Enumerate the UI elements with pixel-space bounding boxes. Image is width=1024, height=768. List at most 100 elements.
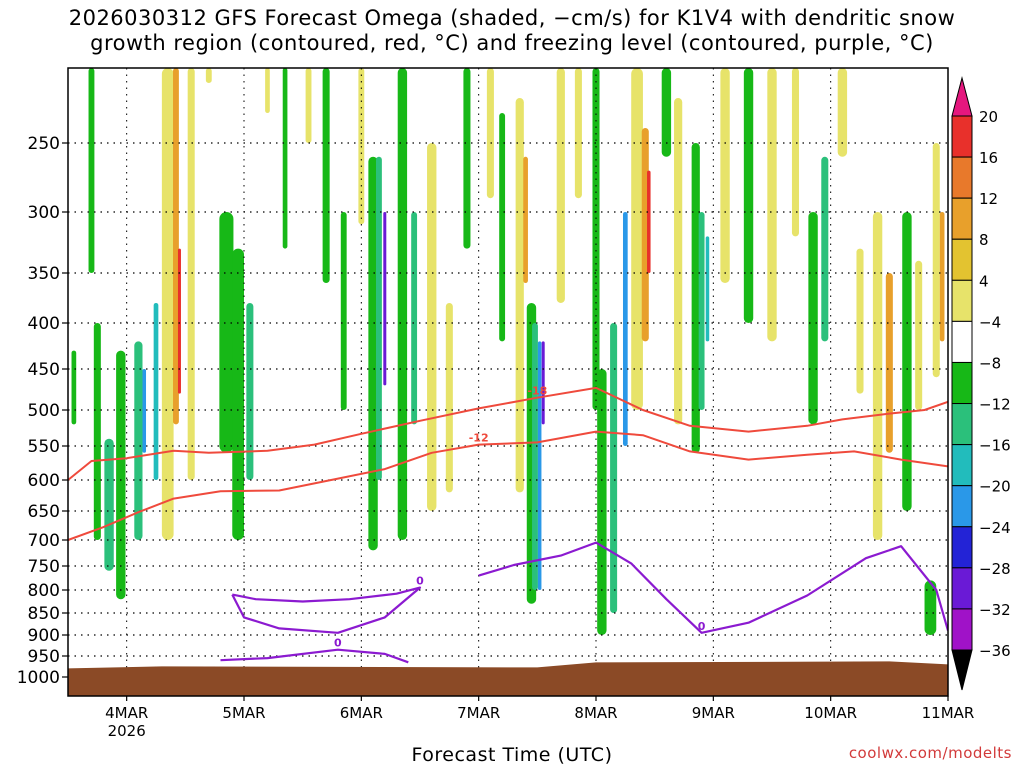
omega-cell [376, 156, 382, 481]
colorbar-label: −28 [979, 560, 1011, 578]
x-year-label: 2026 [108, 722, 146, 740]
omega-cell [537, 341, 542, 590]
omega-cell [924, 580, 937, 635]
x-tick-label: 7MAR [457, 704, 500, 722]
omega-cell [232, 248, 244, 540]
omega-cell [767, 68, 777, 342]
omega-cell [142, 369, 147, 453]
omega-cell [368, 156, 378, 551]
omega-cell [173, 68, 179, 425]
omega-cell [705, 236, 710, 342]
omega-cell [523, 156, 528, 283]
x-tick-label: 8MAR [574, 704, 617, 722]
omega-cell [305, 68, 312, 143]
omega-cell [177, 248, 181, 394]
omega-cell [872, 212, 883, 540]
colorbar-label: −8 [979, 354, 1001, 372]
colorbar-label: −16 [979, 437, 1011, 455]
contour-label: 0 [698, 620, 706, 633]
colorbar-segment [951, 156, 973, 199]
contour-label: -18 [527, 385, 547, 398]
colorbar-bottom-arrow [951, 649, 973, 691]
plot-frame [67, 67, 949, 697]
omega-cell [187, 68, 195, 480]
y-tick-label: 900 [28, 626, 60, 646]
omega-cell [532, 323, 538, 590]
omega-cell [383, 212, 387, 386]
colorbar-label: 8 [979, 231, 989, 249]
omega-cell [161, 68, 174, 540]
colorbar-label: −32 [979, 601, 1011, 619]
colorbar-label: 12 [979, 190, 998, 208]
x-axis-ticks: 4MAR 5MAR 6MAR 7MAR 8MAR 9MAR 10MAR 11MAR 2026 [105, 696, 974, 740]
omega-cell [445, 303, 453, 493]
surface-terrain [68, 661, 948, 696]
contour-label: 0 [416, 575, 424, 588]
colorbar-segment [951, 444, 973, 487]
contour-lines: -18 -12 0 0 0 [68, 385, 948, 664]
y-tick-label: 600 [28, 471, 60, 491]
omega-cell [411, 212, 418, 425]
contour-line [68, 386, 948, 481]
omega-cell [837, 68, 848, 157]
omega-cell [397, 68, 408, 540]
colorbar-segment [951, 279, 973, 322]
y-tick-label: 750 [28, 557, 60, 577]
x-tick-label: 11MAR [922, 704, 975, 722]
omega-cell [93, 323, 101, 540]
omega-cell [885, 273, 893, 453]
y-tick-label: 500 [28, 401, 60, 421]
grid-lines [68, 68, 948, 696]
colorbar-segment [951, 526, 973, 569]
colorbar-segment [951, 115, 973, 158]
x-tick-label: 10MAR [804, 704, 857, 722]
x-axis-label: Forecast Time (UTC) [411, 744, 613, 766]
colorbar-segment [951, 608, 973, 651]
colorbar-segment [951, 403, 973, 446]
omega-cell [88, 68, 95, 273]
omega-cell [574, 68, 582, 199]
contour-line [478, 541, 948, 634]
x-tick-label: 4MAR [105, 704, 148, 722]
omega-cell [631, 68, 643, 410]
omega-cell [265, 68, 270, 113]
omega-cell [134, 341, 143, 540]
colorbar-segment [951, 197, 973, 240]
contour-line [220, 648, 409, 664]
omega-cell [698, 212, 705, 410]
omega-cell [674, 98, 683, 425]
y-tick-label: 700 [28, 531, 60, 551]
omega-cell [205, 68, 212, 83]
omega-cell [219, 212, 234, 453]
colorbar-segment [951, 567, 973, 610]
omega-cell [597, 369, 607, 635]
omega-cell [743, 68, 754, 323]
omega-cell [622, 212, 628, 446]
omega-cell [246, 303, 254, 480]
contour-label: -12 [469, 432, 489, 445]
y-tick-label: 1000 [17, 668, 60, 688]
omega-cell [463, 68, 471, 249]
credit-link[interactable]: coolwx.com/modelts [848, 744, 1012, 762]
omega-cell [808, 212, 818, 425]
colorbar-label: 20 [979, 108, 998, 126]
omega-cell [104, 438, 114, 571]
colorbar-segment [951, 238, 973, 281]
colorbar-segment [951, 320, 973, 363]
omega-cell [610, 323, 618, 613]
y-tick-label: 350 [28, 264, 60, 284]
omega-cell [499, 113, 506, 342]
omega-cell [322, 68, 330, 283]
colorbar-top-arrow [951, 76, 973, 117]
omega-cell [915, 260, 923, 410]
y-axis-ticks: 2503003504004505005506006507007508008509… [17, 134, 68, 688]
colorbar-label: −20 [979, 478, 1011, 496]
y-tick-label: 650 [28, 502, 60, 522]
omega-cell [486, 68, 494, 199]
omega-cell [71, 350, 77, 425]
y-tick-label: 850 [28, 604, 60, 624]
omega-cell [592, 68, 600, 410]
colorbar-label: −12 [979, 396, 1011, 414]
x-tick-label: 6MAR [340, 704, 383, 722]
